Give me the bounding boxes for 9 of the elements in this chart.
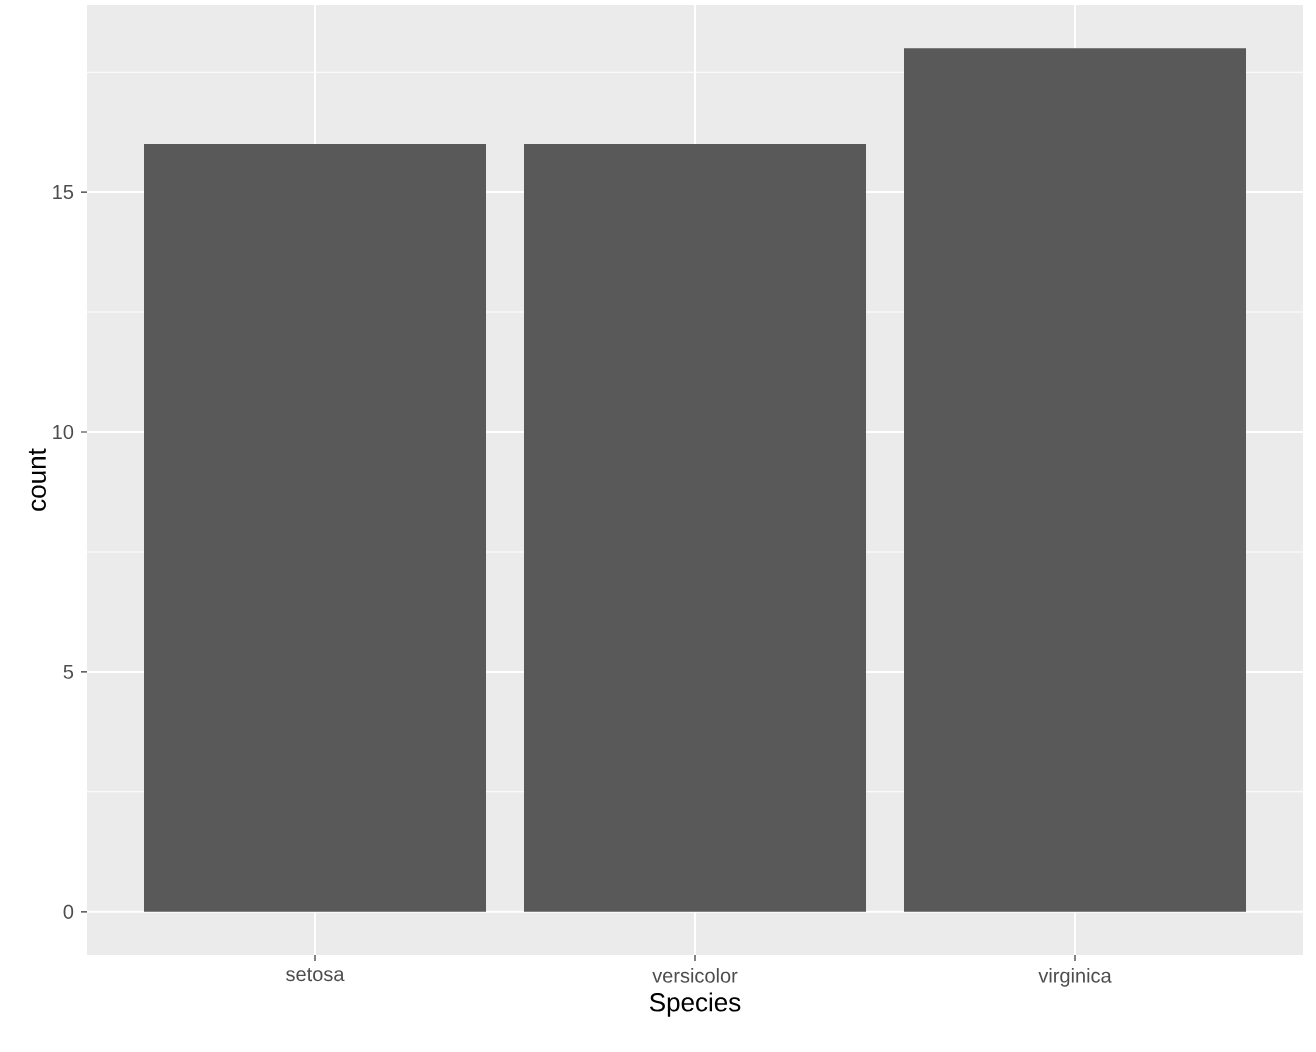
y-tick-label: 15 [53, 185, 74, 200]
y-tick-label: 5 [63, 664, 74, 679]
y-axis-title: count [28, 448, 46, 511]
x-tick-label: virginica [1038, 968, 1112, 987]
y-tick-label: 0 [63, 904, 74, 919]
x-tick-label: versicolor [652, 968, 738, 983]
x-axis-title: Species [649, 992, 741, 1017]
x-tick-label: setosa [286, 968, 345, 982]
y-tick-label: 10 [53, 424, 74, 440]
